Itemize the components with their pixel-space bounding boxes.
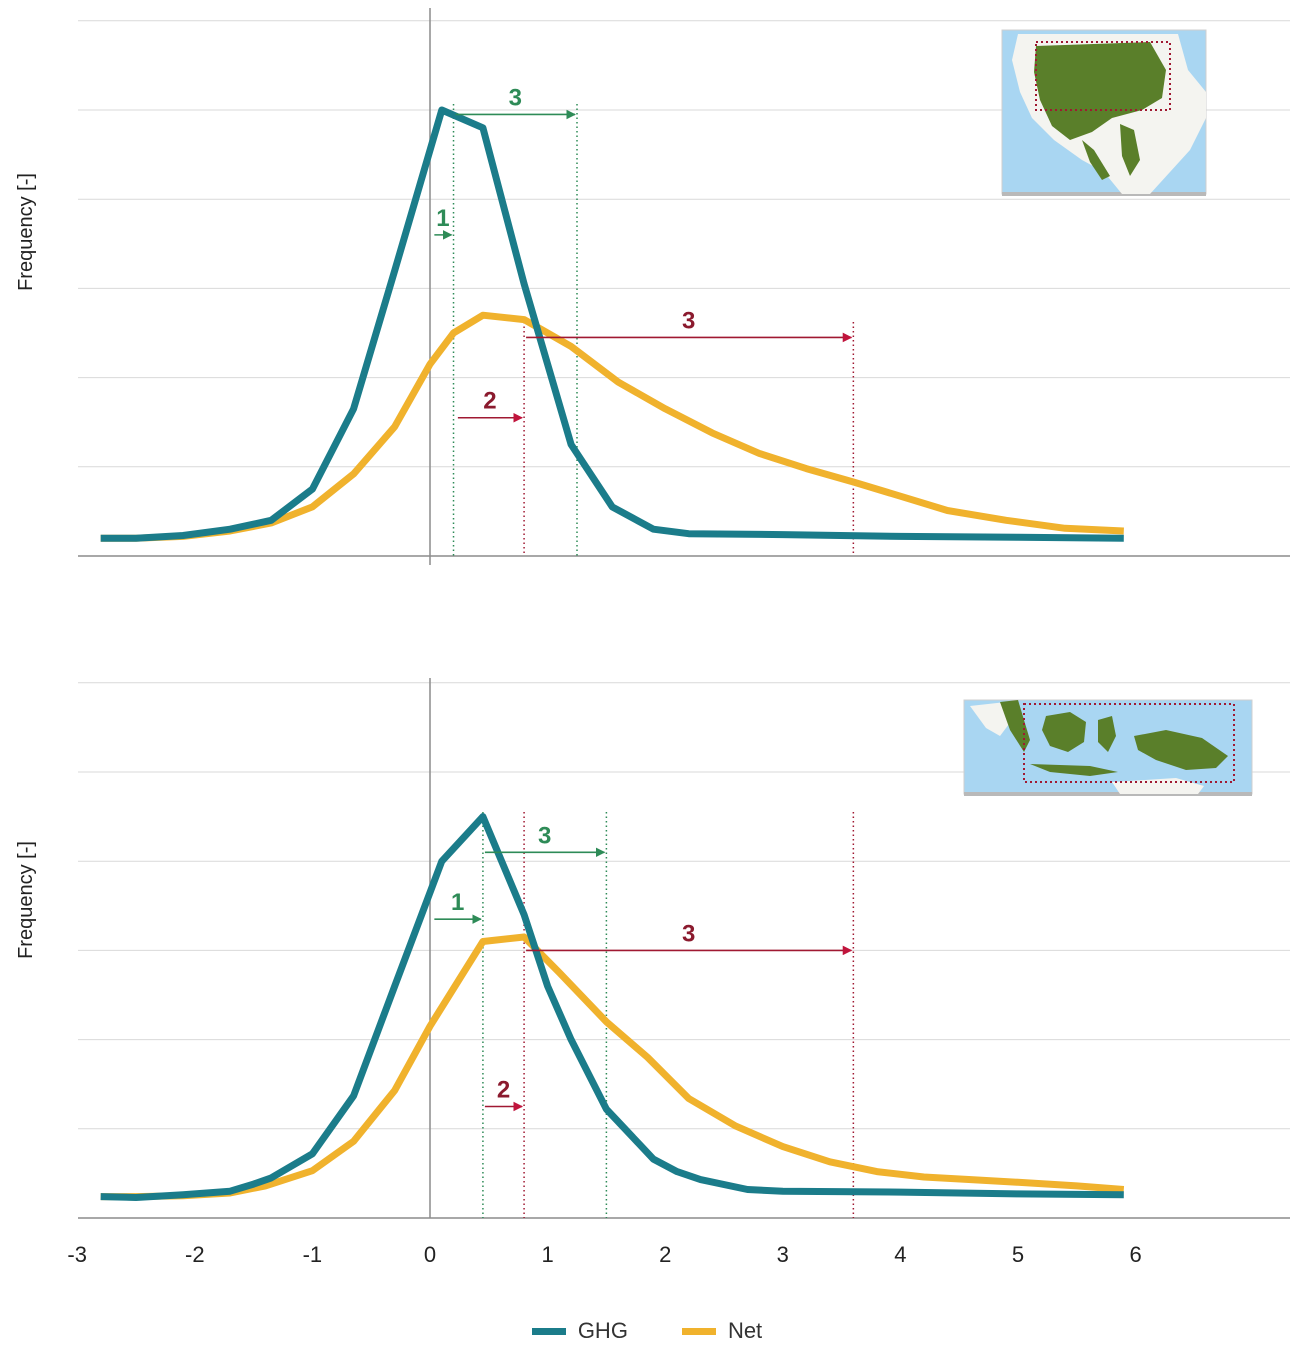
top-annotations: 3 1 3 2 bbox=[434, 84, 853, 423]
top-vlines bbox=[452, 104, 855, 556]
map-amazon-inset bbox=[1001, 29, 1207, 196]
x-tick-label: 6 bbox=[1129, 1242, 1141, 1267]
bottom-vlines bbox=[482, 812, 855, 1218]
bottom-annotation-label-green: 3 bbox=[538, 822, 551, 849]
top-annotation-label-green: 1 bbox=[436, 205, 449, 232]
top-series bbox=[100, 106, 1124, 542]
legend-item-net: Net bbox=[681, 1318, 763, 1344]
bottom-annotation-label-green: 1 bbox=[451, 889, 464, 916]
bottom-panel: Frequency [-] 3 1 3 2 -3 -2 -1 0 1 2 3 4 5 6 bbox=[15, 678, 1290, 1267]
top-grid bbox=[78, 20, 1290, 468]
legend-item-ghg: GHG bbox=[531, 1318, 628, 1344]
bottom-y-axis-label: Frequency [-] bbox=[15, 841, 37, 959]
x-tick-labels: -3 -2 -1 0 1 2 3 4 5 6 bbox=[67, 1242, 1141, 1267]
x-tick-label: -1 bbox=[303, 1242, 323, 1267]
legend-swatch-ghg bbox=[531, 1327, 566, 1335]
bottom-series-ghg bbox=[100, 813, 1124, 1201]
bottom-annotation-label-red: 2 bbox=[497, 1077, 510, 1104]
legend: GHG Net bbox=[0, 1314, 1294, 1348]
x-tick-label: 2 bbox=[659, 1242, 671, 1267]
map-southeast-asia-inset bbox=[963, 699, 1253, 796]
x-tick-label: 1 bbox=[541, 1242, 553, 1267]
top-y-axis-label: Frequency [-] bbox=[15, 173, 37, 291]
x-tick-label: 3 bbox=[777, 1242, 789, 1267]
bottom-series-net bbox=[100, 933, 1125, 1201]
legend-label-ghg: GHG bbox=[577, 1318, 628, 1343]
x-tick-label: -3 bbox=[67, 1242, 87, 1267]
x-tick-label: 5 bbox=[1012, 1242, 1024, 1267]
legend-label-net: Net bbox=[727, 1318, 763, 1343]
top-panel: Frequency [-] 3 1 3 2 bbox=[15, 8, 1290, 565]
x-tick-label: -2 bbox=[185, 1242, 205, 1267]
top-annotation-label-red: 3 bbox=[682, 307, 695, 334]
legend-swatch-net bbox=[681, 1327, 716, 1335]
top-annotation-label-red: 2 bbox=[483, 388, 496, 415]
top-annotation-label-green: 3 bbox=[509, 84, 522, 111]
top-series-ghg bbox=[100, 106, 1124, 542]
bottom-series bbox=[100, 813, 1125, 1201]
bottom-annotation-label-red: 3 bbox=[682, 920, 695, 947]
x-tick-label: 0 bbox=[424, 1242, 436, 1267]
bottom-annotations: 3 1 3 2 bbox=[434, 822, 853, 1112]
x-tick-label: 4 bbox=[894, 1242, 906, 1267]
